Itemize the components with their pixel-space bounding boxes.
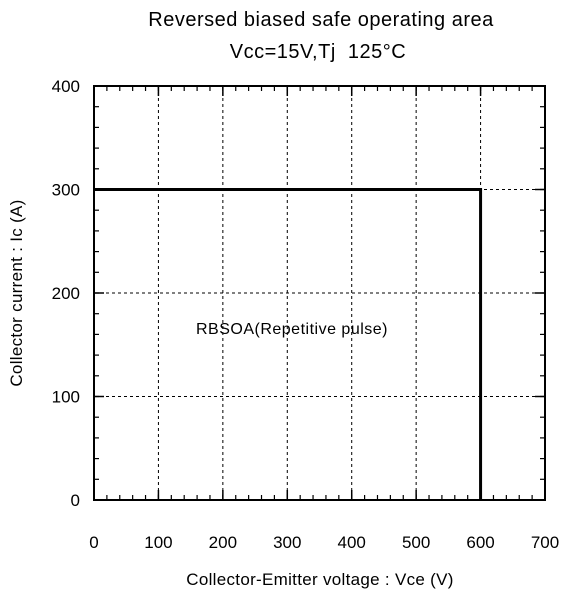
x-tick-label: 700 [531,533,559,552]
y-tick-label: 400 [52,77,80,96]
y-tick-label: 100 [52,388,80,407]
rbsoa-annotation: RBSOA(Repetitive pulse) [196,321,388,338]
x-tick-label: 500 [402,533,430,552]
y-tick-labels: 0 100 200 300 400 [52,77,80,510]
x-tick-label: 100 [144,533,172,552]
y-axis-label: Collector current : Ic (A) [7,199,26,386]
soa-boundary-line [94,188,483,500]
plot-frame [93,85,546,501]
y-tick-label: 300 [52,181,80,200]
chart-subtitle: Vcc=15V,Tj 125°C [230,41,406,63]
x-axis-label: Collector-Emitter voltage : Vce (V) [186,570,453,589]
x-tick-label: 400 [338,533,366,552]
chart-title: Reversed biased safe operating area [148,9,494,31]
x-tick-labels: 0 100 200 300 400 500 600 700 [89,533,559,552]
grid-lines [94,86,545,500]
y-tick-label: 200 [52,284,80,303]
y-tick-label: 0 [71,491,80,510]
x-tick-label: 300 [273,533,301,552]
series-group [94,188,483,500]
x-tick-label: 600 [466,533,494,552]
x-tick-label: 200 [209,533,237,552]
x-tick-label: 0 [89,533,98,552]
